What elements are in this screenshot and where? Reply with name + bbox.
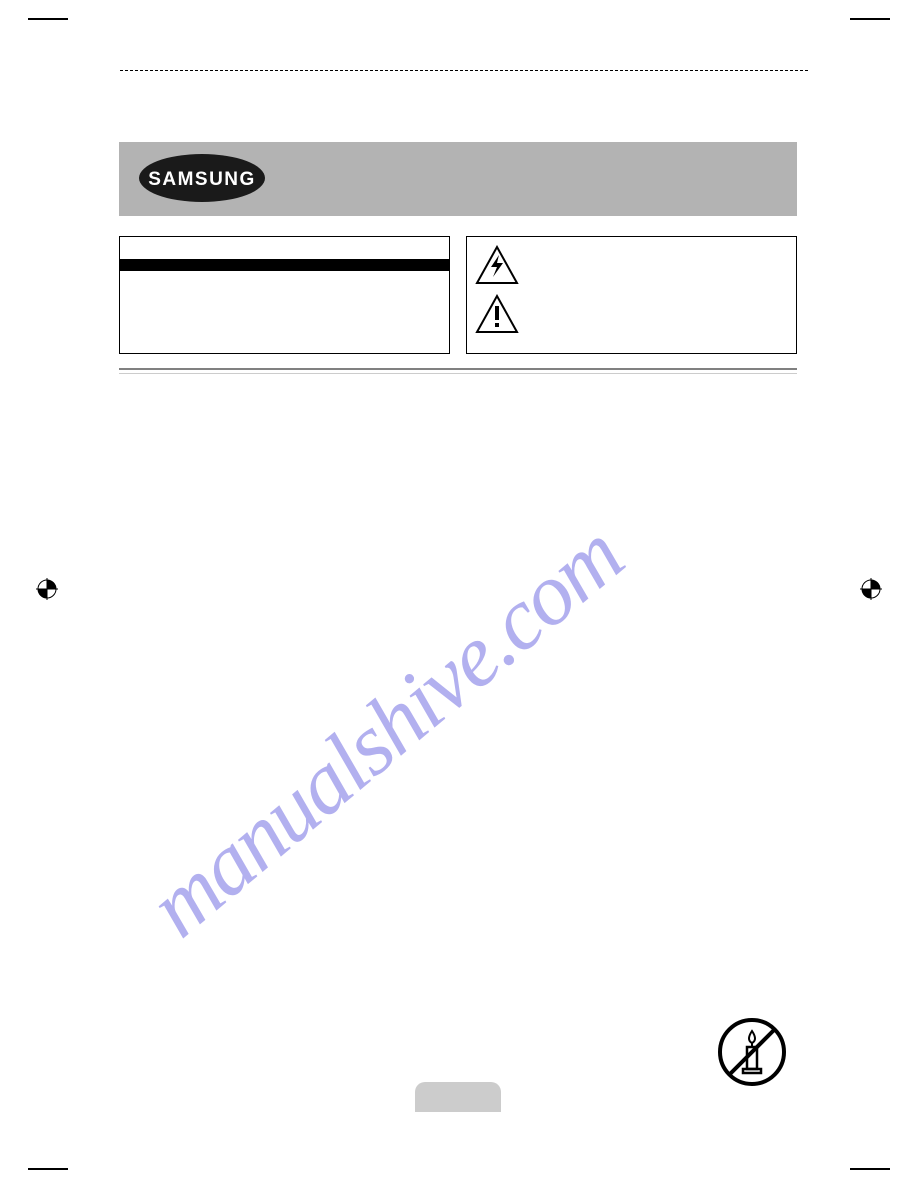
caution-box-left [119,236,450,354]
crop-mark-bl [28,1168,68,1170]
no-candle-icon [717,1017,787,1092]
crop-mark-tr [850,18,890,20]
registration-mark-right [860,578,882,605]
warning-boxes-row [119,236,797,354]
svg-text:SAMSUNG: SAMSUNG [148,169,256,190]
dashed-rule [120,70,808,71]
crop-mark-tl [28,18,68,20]
voltage-warning-icon [475,245,519,290]
page-content: SAMSUNG [119,142,797,1112]
caution-box-right [466,236,797,354]
attention-warning-icon [475,294,519,339]
section-divider [119,368,797,374]
header-band: SAMSUNG [119,142,797,216]
page-number-tab [415,1082,501,1112]
registration-mark-left [36,578,58,605]
caution-black-bar [120,259,449,271]
crop-mark-br [850,1168,890,1170]
samsung-logo: SAMSUNG [137,150,267,211]
